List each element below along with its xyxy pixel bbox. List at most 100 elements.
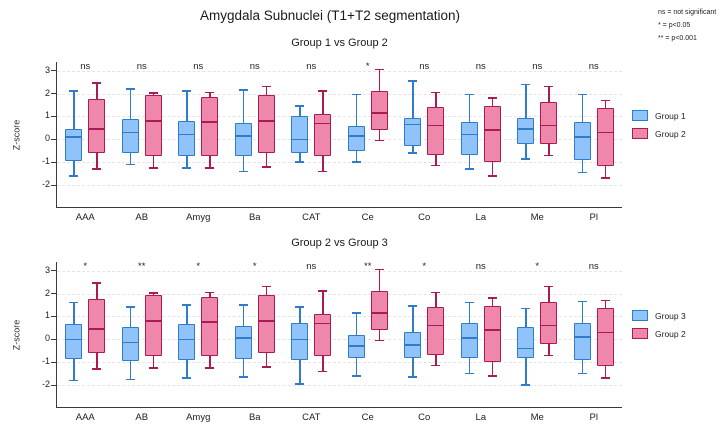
significance-key-line-ns: ns = not significant: [658, 9, 717, 16]
box-group1-Ce: [347, 125, 365, 151]
whisker-cap-high-AAA: [92, 82, 102, 84]
median-group3-Ba: [234, 337, 252, 339]
significance-key-line-doublestar: ** = p<0.001: [658, 35, 697, 42]
whisker-cap-low-La: [464, 372, 474, 375]
whisker-cap-high-CAT: [318, 90, 328, 92]
gridline-y3: [57, 70, 622, 72]
median-group2-Me: [540, 124, 558, 127]
box-group1-Amyg: [178, 120, 196, 157]
y-tick-label: 0: [44, 133, 50, 144]
significance-CAT: ns: [306, 261, 317, 272]
whisker-cap-low-Me: [521, 158, 531, 160]
x-axis-line: [56, 207, 622, 209]
whisker-cap-high-CAT: [318, 290, 328, 292]
median-group3-Pl: [573, 336, 591, 338]
x-tick-label-AAA: AAA: [75, 212, 95, 223]
whisker-cap-low-AB: [148, 167, 158, 169]
box-group1-La: [460, 122, 478, 156]
y-tick-mark: [51, 361, 56, 363]
box-group2-Me: [540, 101, 558, 144]
y-tick-mark: [51, 270, 56, 272]
whisker-cap-low-Pl: [600, 377, 610, 379]
x-tick-label-Ce: Ce: [361, 412, 374, 423]
median-group2-Ba: [257, 120, 275, 122]
median-group3-CAT: [291, 338, 309, 341]
significance-CAT: ns: [306, 61, 317, 72]
subplot-title: Group 2 vs Group 3: [291, 237, 388, 249]
whisker-cap-high-Ba: [261, 85, 271, 88]
gridline-y1: [57, 316, 622, 318]
y-axis-label-text: Z-score: [11, 319, 22, 350]
whisker-cap-high-AB: [125, 306, 135, 308]
gridline-y0: [57, 339, 622, 341]
whisker-cap-low-AB: [125, 378, 135, 381]
y-tick-mark: [51, 315, 56, 317]
whisker-cap-low-Ba: [261, 366, 271, 368]
whisker-cap-high-La: [487, 297, 497, 299]
box-group1-AB: [121, 118, 139, 154]
subplot-group1-vs-group2: Group 1 vs Group 2 Z-score 3 2 1 0 -1 -2 ns AAA ns…: [11, 37, 686, 223]
box-group3-AAA: [65, 324, 83, 359]
whisker-cap-low-Pl: [577, 372, 587, 375]
x-tick-label-Pl: Pl: [589, 412, 598, 423]
legend-row-group2: Group 2: [632, 128, 686, 139]
significance-Ba: ns: [249, 61, 260, 72]
box-group2-CAT: [314, 114, 332, 157]
box-group2-La: [483, 306, 501, 363]
significance-Ba: *: [252, 261, 257, 272]
median-group2-Pl: [596, 331, 614, 334]
median-group1-Ba: [234, 135, 252, 137]
median-group2-Me: [540, 324, 558, 327]
x-tick-label-AB: AB: [135, 412, 149, 423]
legend-label: Group 1: [655, 110, 686, 121]
y-tick-label: 0: [44, 333, 50, 344]
significance-Me: *: [535, 261, 540, 272]
x-tick-label-Ce: Ce: [361, 212, 374, 223]
whisker-cap-low-Co: [408, 376, 418, 378]
whisker-cap-high-Me: [544, 285, 554, 288]
box-group3-Pl: [573, 323, 591, 360]
x-tick-label-Ba: Ba: [248, 412, 261, 423]
median-group2-CAT: [314, 122, 332, 125]
y-tick-label: 3: [44, 264, 50, 275]
legend-swatch-blue: [632, 110, 648, 121]
median-group2-Ce: [370, 112, 388, 114]
whisker-cap-high-Amyg: [182, 90, 192, 92]
significance-key-line-star: * = p<0.05: [658, 22, 691, 29]
whisker-cap-low-Ce: [351, 375, 361, 377]
whisker-cap-high-Me: [521, 83, 531, 86]
gridline-y-1: [57, 162, 622, 164]
x-tick-label-CAT: CAT: [302, 212, 321, 223]
x-tick-label-Co: Co: [418, 212, 431, 223]
y-tick-label: 3: [44, 64, 50, 75]
y-axis-label: Z-score: [9, 262, 23, 407]
whisker-cap-high-La: [487, 97, 497, 99]
median-group1-Pl: [573, 136, 591, 138]
gridline-y-2: [57, 185, 622, 187]
median-group2-La: [483, 329, 501, 331]
significance-AB: **: [138, 261, 146, 272]
whisker-cap-low-AAA: [69, 379, 79, 382]
box-group2-Pl: [596, 308, 614, 366]
median-group2-La: [483, 129, 501, 131]
whisker-cap-low-La: [487, 175, 497, 177]
whisker-cap-high-Co: [408, 305, 418, 307]
whisker-cap-high-Ce: [374, 268, 384, 271]
whisker-cap-low-Me: [544, 154, 554, 157]
box-group2-Ba: [257, 94, 275, 154]
whisker-cap-low-Amyg: [205, 167, 215, 169]
median-group2-CAT: [314, 322, 332, 325]
box-group2-Ba: [257, 294, 275, 354]
significance-Ce: *: [365, 61, 370, 72]
whisker-cap-low-Co: [431, 164, 441, 167]
figure-title: Amygdala Subnuclei (T1+T2 segmentation): [199, 8, 460, 23]
box-group2-Pl: [596, 108, 614, 166]
whisker-cap-high-La: [464, 93, 474, 96]
box-group1-Ba: [234, 123, 252, 157]
whisker-cap-high-Ce: [374, 68, 384, 71]
median-group1-Ce: [347, 135, 365, 137]
whisker-cap-high-La: [464, 301, 474, 304]
legend: Group 3 Group 2: [632, 310, 686, 346]
whisker-cap-high-AB: [148, 92, 158, 94]
legend-row-group3: Group 3: [632, 310, 686, 321]
